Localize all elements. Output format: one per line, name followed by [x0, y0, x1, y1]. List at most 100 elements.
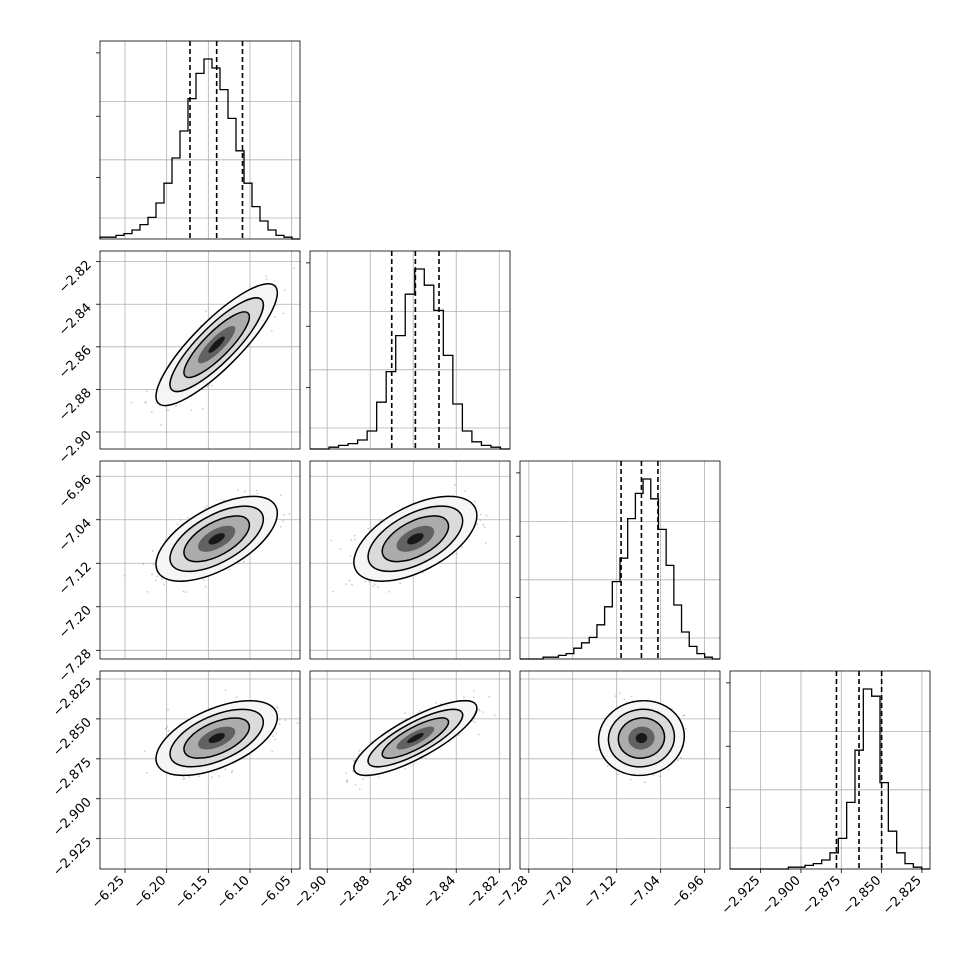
- x-tick-label: −2.84: [420, 873, 459, 912]
- scatter-point: [419, 710, 421, 712]
- panel-frame: [99, 250, 301, 450]
- scatter-point: [373, 583, 376, 586]
- scatter-point: [204, 585, 207, 588]
- x-tick-label: −2.850: [840, 873, 885, 918]
- scatter-point: [377, 776, 380, 779]
- scatter-point: [150, 410, 153, 413]
- scatter-point: [345, 583, 347, 585]
- y-tick-label: −2.90: [56, 428, 95, 467]
- scatter-point: [457, 734, 460, 737]
- scatter-point: [349, 555, 352, 557]
- panel-frame: [729, 670, 931, 870]
- histogram-step: [310, 268, 510, 450]
- scatter-point: [282, 312, 285, 315]
- scatter-point: [206, 386, 209, 388]
- x-tick-label: −6.20: [131, 873, 170, 912]
- scatter-point: [352, 760, 355, 763]
- panel-1-1: [309, 250, 511, 450]
- scatter-point: [682, 715, 685, 717]
- scatter-point: [224, 768, 227, 771]
- scatter-point: [145, 772, 148, 774]
- panel-frame: [99, 40, 301, 240]
- x-tick-label: −2.825: [880, 873, 925, 918]
- scatter-point: [151, 549, 154, 552]
- scatter-point: [399, 582, 402, 585]
- panel-3-0: [99, 670, 301, 870]
- x-tick-label: −7.28: [493, 873, 532, 912]
- scatter-point: [242, 560, 245, 563]
- x-tick-label: −2.925: [719, 873, 764, 918]
- scatter-point: [160, 424, 163, 426]
- scatter-point: [188, 776, 190, 779]
- scatter-point: [218, 775, 220, 777]
- scatter-point: [685, 727, 687, 730]
- scatter-point: [255, 489, 258, 492]
- scatter-point: [201, 407, 204, 410]
- scatter-point: [142, 563, 145, 566]
- scatter-point: [353, 534, 356, 537]
- scatter-point: [455, 552, 458, 555]
- scatter-point: [464, 490, 466, 492]
- scatter-point: [167, 708, 170, 711]
- scatter-point: [461, 546, 463, 549]
- density-level: [208, 336, 225, 353]
- scatter-point: [274, 315, 276, 318]
- scatter-point: [453, 483, 456, 486]
- y-tick-label: −2.825: [50, 675, 95, 720]
- scatter-point: [278, 723, 281, 725]
- scatter-point: [272, 735, 275, 738]
- scatter-point: [668, 768, 670, 771]
- panel-3-2: [519, 670, 721, 870]
- scatter-point: [350, 539, 353, 542]
- x-tick-label: −2.875: [799, 873, 844, 918]
- scatter-point: [478, 733, 480, 736]
- scatter-point: [146, 590, 149, 593]
- scatter-point: [368, 580, 371, 583]
- y-tick-label: −7.04: [56, 516, 95, 555]
- scatter-point: [283, 513, 285, 516]
- tick-labels: −6.25 −6.20 −6.15 −6.10 −6.05−2.90 −2.88 −2.86…: [50, 52, 925, 918]
- scatter-point: [130, 401, 133, 404]
- scatter-point: [362, 778, 365, 780]
- scatter-point: [352, 770, 354, 773]
- scatter-point: [205, 310, 207, 313]
- scatter-point: [271, 750, 274, 753]
- y-tick-label: −7.12: [56, 559, 95, 598]
- scatter-point: [658, 775, 661, 778]
- scatter-point: [211, 384, 213, 387]
- x-tick-label: −6.25: [89, 873, 128, 912]
- x-tick-label: −2.88: [334, 873, 373, 912]
- x-tick-label: −2.900: [759, 873, 804, 918]
- scatter-point: [345, 778, 348, 781]
- panel-0-0: [99, 40, 301, 240]
- panel-frame: [99, 460, 301, 660]
- panel-frame: [519, 670, 721, 870]
- scatter-point: [479, 519, 482, 521]
- scatter-point: [476, 523, 478, 525]
- scatter-point: [175, 405, 177, 408]
- scatter-point: [482, 523, 485, 526]
- y-tick-label: −2.82: [56, 258, 95, 297]
- scatter-point: [463, 696, 465, 699]
- scatter-point: [330, 539, 333, 542]
- panel-2-0: [99, 460, 301, 660]
- density-level: [635, 733, 648, 744]
- scatter-point: [345, 772, 347, 775]
- panel-2-1: [309, 460, 511, 660]
- scatter-point: [677, 759, 679, 762]
- panel-2-2: [519, 460, 721, 660]
- scatter-point: [182, 590, 185, 593]
- panel-3-1: [309, 670, 511, 870]
- panel-frame: [309, 250, 511, 450]
- scatter-point: [265, 275, 268, 277]
- scatter-point: [143, 750, 146, 753]
- scatter-point: [146, 390, 148, 392]
- scatter-point: [224, 689, 227, 691]
- scatter-point: [155, 579, 157, 582]
- scatter-point: [167, 409, 169, 412]
- scatter-point: [332, 590, 334, 593]
- scatter-point: [630, 695, 633, 698]
- scatter-point: [282, 520, 285, 522]
- panel-frame: [519, 460, 721, 660]
- x-tick-label: −7.04: [625, 873, 664, 912]
